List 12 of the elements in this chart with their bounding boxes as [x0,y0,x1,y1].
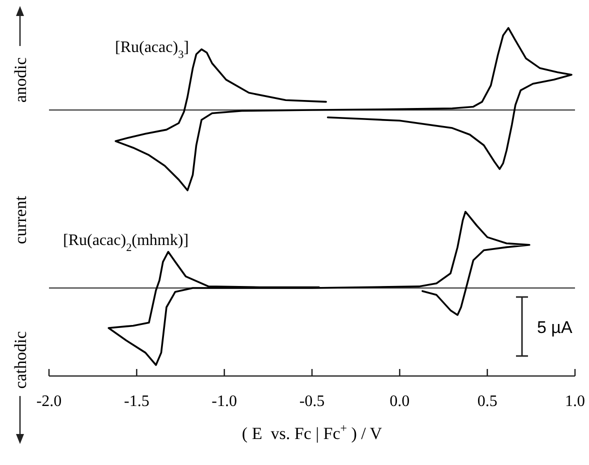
x-tick-label: 1.0 [565,393,585,410]
text: [Ru(acac)$_{3}$] [115,39,189,61]
text: [Ru(acac)$_{2}$(mhmk)] [63,232,189,254]
x-axis-title: ( E vs. Fc | Fc$^{+}$ ) / V [242,421,383,443]
x-tick-label: -1.0 [212,393,237,410]
x-tick-label: 0.5 [477,393,498,410]
x-tick-label: -1.5 [124,393,150,410]
annotation: 5 µA [537,318,573,337]
x-tick-label: 0.0 [390,393,410,410]
x-tick-label: -0.5 [299,393,325,410]
text: anodic current cathodic [11,57,30,389]
x-tick-label: -2.0 [36,393,62,410]
